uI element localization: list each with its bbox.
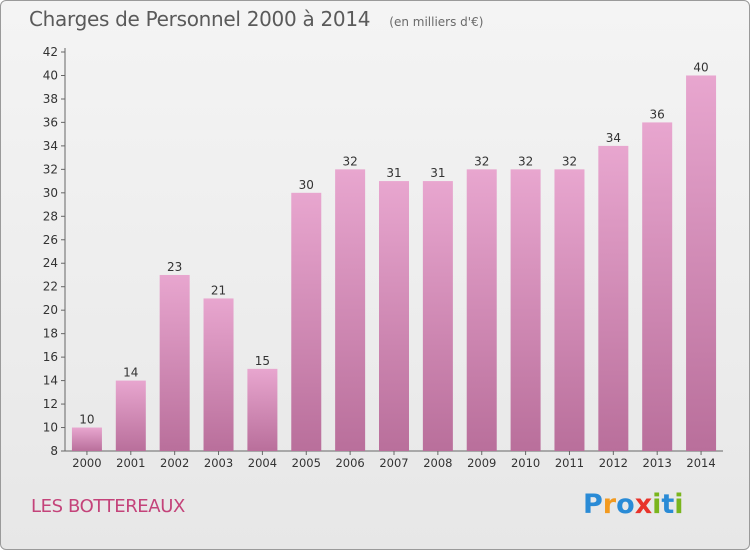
chart-subtitle: (en milliers d'€) <box>389 15 484 29</box>
bar-value-label: 36 <box>650 107 665 121</box>
x-tick-label: 2001 <box>116 456 145 470</box>
x-tick-label: 2000 <box>72 456 101 470</box>
logo-letter: x <box>634 489 653 520</box>
bar <box>642 122 673 451</box>
title-row: Charges de Personnel 2000 à 2014 (en mil… <box>29 7 483 31</box>
bar-value-label: 32 <box>342 154 357 168</box>
bar-value-label: 31 <box>386 166 401 180</box>
bar <box>159 274 190 451</box>
x-tick-label: 2003 <box>204 456 233 470</box>
x-tick-label: 2010 <box>511 456 540 470</box>
proxiti-logo[interactable]: Proxiti <box>583 489 684 520</box>
bar-value-label: 32 <box>474 154 489 168</box>
bar-value-label: 32 <box>518 154 533 168</box>
bar-value-label: 30 <box>299 178 314 192</box>
bar <box>115 380 146 451</box>
y-tick-label: 12 <box>43 397 58 411</box>
logo-letter: P <box>583 489 603 520</box>
logo-letter: o <box>616 489 635 520</box>
logo-letter: r <box>602 489 617 520</box>
y-tick-label: 8 <box>50 444 58 458</box>
x-tick-label: 2013 <box>643 456 672 470</box>
bar <box>686 75 717 452</box>
y-tick-label: 38 <box>43 92 58 106</box>
bar-value-label: 34 <box>606 131 621 145</box>
y-tick-label: 14 <box>43 374 58 388</box>
x-tick-label: 2009 <box>467 456 496 470</box>
bar-value-label: 21 <box>211 283 226 297</box>
y-tick-label: 16 <box>43 350 58 364</box>
x-tick-label: 2004 <box>248 456 277 470</box>
x-tick-label: 2014 <box>686 456 715 470</box>
y-tick-label: 24 <box>43 256 58 270</box>
chart-title: Charges de Personnel 2000 à 2014 <box>29 7 371 31</box>
bar <box>510 169 541 451</box>
bar <box>422 181 453 451</box>
x-tick-label: 2006 <box>335 456 364 470</box>
y-tick-label: 40 <box>43 68 58 82</box>
x-tick-label: 2007 <box>379 456 408 470</box>
logo-letter: i <box>674 489 684 520</box>
bars: 10 14 23 21 15 30 32 31 31 32 32 32 34 36 40 <box>71 60 717 452</box>
bar-value-label: 10 <box>79 413 94 427</box>
logo-letter: i <box>652 489 662 520</box>
bar-value-label: 14 <box>123 366 138 380</box>
bar <box>247 368 278 451</box>
bar-value-label: 32 <box>562 154 577 168</box>
bar-value-label: 40 <box>693 60 708 74</box>
x-tick-label: 2008 <box>423 456 452 470</box>
y-tick-label: 18 <box>43 327 58 341</box>
bar <box>554 169 585 451</box>
y-tick-label: 42 <box>43 45 58 59</box>
y-tick-label: 20 <box>43 303 58 317</box>
place-name: LES BOTTEREAUX <box>31 496 185 517</box>
bar <box>598 145 629 451</box>
bar <box>71 427 102 451</box>
y-tick-label: 34 <box>43 139 58 153</box>
y-tick-label: 10 <box>43 421 58 435</box>
bar <box>379 181 409 451</box>
y-tick-label: 28 <box>43 209 58 223</box>
y-tick-label: 36 <box>43 115 58 129</box>
y-tick-label: 32 <box>43 162 58 176</box>
bar <box>291 192 322 451</box>
y-tick-label: 26 <box>43 233 58 247</box>
y-tick-label: 22 <box>43 280 58 294</box>
bar-value-label: 31 <box>430 166 445 180</box>
x-tick-label: 2012 <box>599 456 628 470</box>
axes: 8 10 12 14 16 18 20 22 24 26 28 30 32 34 36 38 40 42 2000 2… <box>43 45 723 470</box>
bar <box>335 169 366 451</box>
y-tick-label: 30 <box>43 186 58 200</box>
bar-value-label: 23 <box>167 260 182 274</box>
x-tick-label: 2002 <box>160 456 189 470</box>
logo-letter: t <box>661 489 675 520</box>
x-tick-label: 2011 <box>555 456 584 470</box>
bar <box>203 298 234 451</box>
bar-value-label: 15 <box>255 354 270 368</box>
x-tick-label: 2005 <box>292 456 321 470</box>
bar <box>466 169 497 451</box>
